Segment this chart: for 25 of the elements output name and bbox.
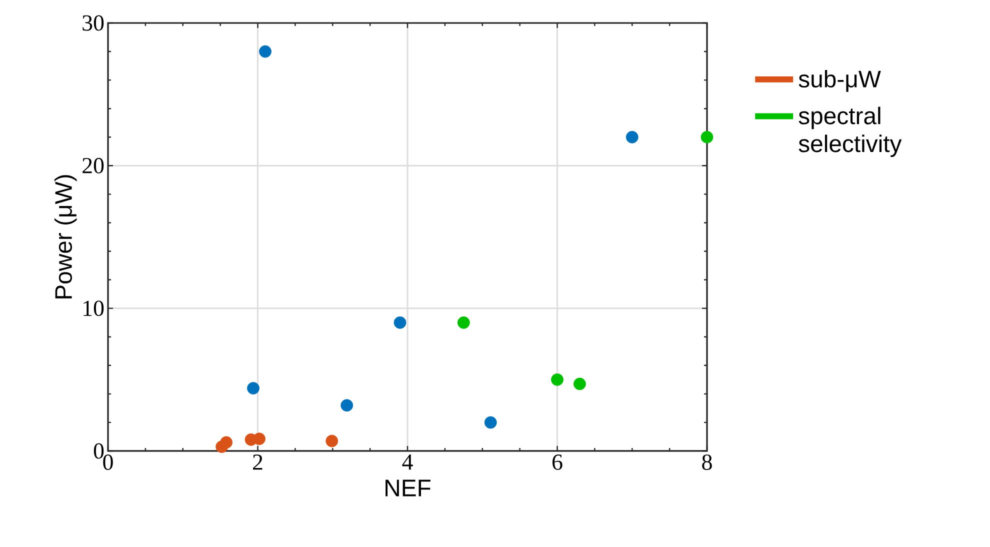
x-tick-label: 4 [402,454,413,470]
y-tick-label: 20 [82,158,104,174]
point [259,45,272,58]
point [247,382,260,394]
y-tick-label: 0 [94,443,104,459]
point [326,434,338,448]
y-tick-label: 10 [84,300,104,316]
point [626,130,638,144]
point [340,399,354,412]
point [457,316,470,329]
x-tick-label: 6 [552,454,562,470]
point [394,316,406,329]
x-tick-label: 8 [702,454,712,470]
point [551,373,564,386]
point [220,436,233,449]
legend-label: sub-μW [798,70,881,92]
y-axis-title: Power (μW) [54,175,77,298]
point [700,130,714,144]
legend-label: spectral selectivity [798,106,902,157]
x-tick-label: 2 [253,454,262,470]
point [574,378,586,390]
y-tick-label: 30 [82,15,104,31]
x-axis-title: NEF [386,480,430,496]
point [484,416,497,429]
point [253,432,266,446]
